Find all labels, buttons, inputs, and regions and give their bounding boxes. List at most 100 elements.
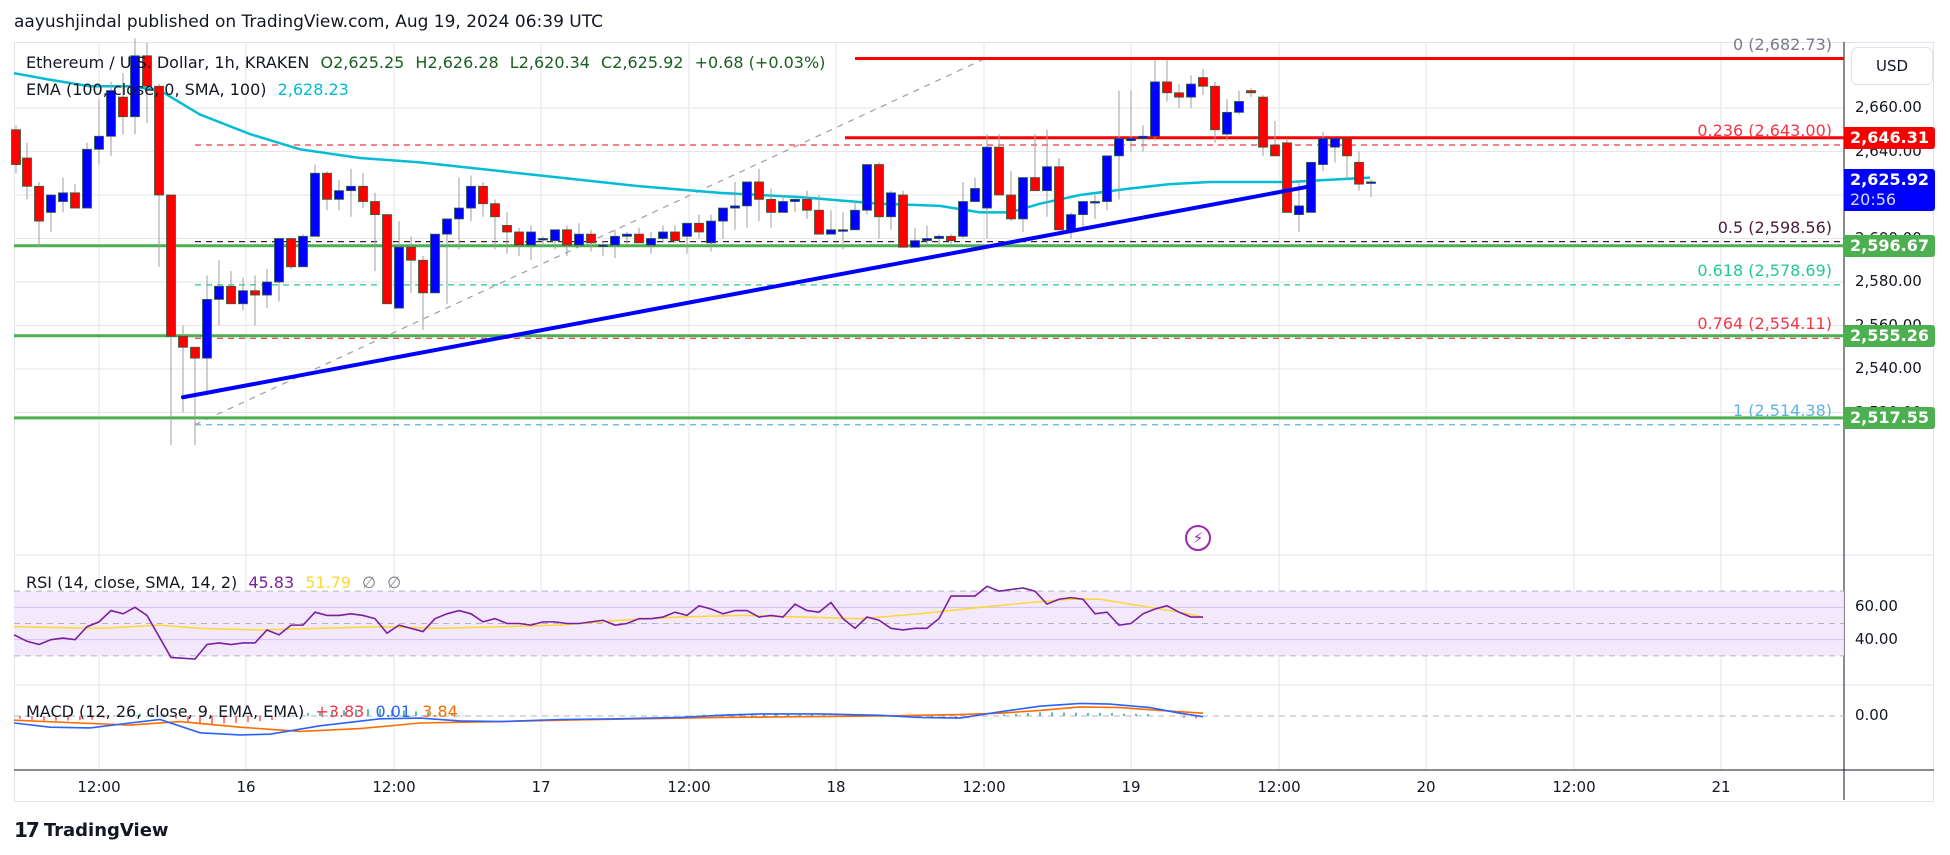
fib-level-label: 0.236 (2,643.00) bbox=[1697, 120, 1832, 140]
candle-up bbox=[1330, 138, 1340, 148]
candle-up bbox=[838, 229, 848, 232]
macd-value: 0.01 bbox=[375, 702, 412, 721]
candle-down bbox=[1342, 138, 1352, 157]
candle-down bbox=[994, 146, 1004, 196]
candle-up bbox=[238, 290, 248, 305]
candle-up bbox=[1126, 138, 1136, 142]
candle-up bbox=[934, 235, 944, 239]
candle-up bbox=[1090, 201, 1100, 204]
time-axis-label: 16 bbox=[236, 778, 256, 796]
fib-level-label: 0.764 (2,554.11) bbox=[1697, 314, 1832, 334]
time-axis-label: 12:00 bbox=[667, 778, 711, 796]
candle-down bbox=[1354, 161, 1364, 185]
candle-down bbox=[1246, 90, 1256, 94]
candle-up bbox=[646, 238, 656, 246]
ohlc-open: O2,625.25 bbox=[320, 53, 405, 72]
candle-up bbox=[1366, 181, 1376, 184]
candle-down bbox=[874, 164, 884, 218]
ema-label[interactable]: EMA (100, close, 0, SMA, 100) bbox=[26, 80, 267, 99]
currency-button[interactable]: USD bbox=[1851, 47, 1933, 85]
candle-up bbox=[622, 233, 632, 237]
fib-level-label: 0 (2,682.73) bbox=[1733, 34, 1832, 54]
fib-level-label: 1 (2,514.38) bbox=[1733, 400, 1832, 420]
rsi-na-1: ∅ bbox=[362, 573, 377, 592]
symbol-legend: Ethereum / U.S. Dollar, 1h, KRAKEN O2,62… bbox=[26, 53, 831, 72]
candle-down bbox=[166, 194, 176, 337]
price-tag: 2,625.92 20:56 bbox=[1844, 169, 1935, 212]
candle-down bbox=[1210, 85, 1220, 131]
ohlc-high: H2,626.28 bbox=[415, 53, 499, 72]
macd-label[interactable]: MACD (12, 26, close, 9, EMA, EMA) bbox=[26, 702, 305, 721]
candle-up bbox=[970, 188, 980, 202]
bar-countdown: 20:56 bbox=[1850, 190, 1897, 210]
lightning-alert-icon[interactable]: ⚡ bbox=[1185, 525, 1211, 551]
candle-up bbox=[778, 201, 788, 213]
time-axis-label: 20 bbox=[1416, 778, 1436, 796]
time-axis-label: 18 bbox=[826, 778, 846, 796]
candle-up bbox=[1102, 155, 1112, 202]
macd-legend: MACD (12, 26, close, 9, EMA, EMA) +3.83 … bbox=[26, 702, 464, 721]
symbol-name[interactable]: Ethereum / U.S. Dollar, 1h, KRAKEN bbox=[26, 53, 310, 72]
candle-up bbox=[298, 235, 308, 268]
candle-down bbox=[1030, 177, 1040, 192]
candle-down bbox=[766, 198, 776, 213]
price-change: +0.68 (+0.03%) bbox=[694, 53, 826, 72]
candle-up bbox=[958, 201, 968, 237]
candle-down bbox=[694, 222, 704, 233]
candle-down bbox=[1198, 77, 1208, 87]
ascending-trendline bbox=[181, 184, 1312, 400]
candle-down bbox=[286, 238, 296, 268]
candle-down bbox=[250, 290, 260, 296]
candle-up bbox=[274, 238, 284, 283]
rsi-line bbox=[13, 585, 1203, 660]
candle-down bbox=[1162, 81, 1172, 94]
candle-down bbox=[514, 231, 524, 246]
candle-up bbox=[202, 298, 212, 359]
candle-down bbox=[322, 172, 332, 200]
candle-down bbox=[562, 229, 572, 246]
time-axis-label: 21 bbox=[1711, 778, 1731, 796]
candle-up bbox=[466, 185, 476, 209]
time-axis-label: 12:00 bbox=[1257, 778, 1301, 796]
tradingview-logo[interactable]: 17 TradingView bbox=[14, 818, 169, 842]
price-axis-label: 2,660.00 bbox=[1855, 98, 1922, 116]
price-tag: 2,596.67 bbox=[1844, 234, 1935, 257]
candle-up bbox=[94, 135, 104, 150]
candle-up bbox=[538, 238, 548, 241]
candle-down bbox=[358, 185, 368, 202]
ohlc-low: L2,620.34 bbox=[509, 53, 590, 72]
candle-up bbox=[106, 90, 116, 137]
candle-up bbox=[1222, 111, 1232, 135]
ema-legend: EMA (100, close, 0, SMA, 100) 2,628.23 bbox=[26, 80, 355, 99]
rsi-label[interactable]: RSI (14, close, SMA, 14, 2) bbox=[26, 573, 238, 592]
candle-down bbox=[1006, 194, 1016, 220]
candle-up bbox=[526, 231, 536, 246]
rsi-value: 45.83 bbox=[248, 573, 295, 592]
candle-down bbox=[370, 201, 380, 215]
candle-up bbox=[442, 218, 452, 235]
candle-up bbox=[334, 190, 344, 200]
candle-down bbox=[802, 198, 812, 211]
macd-axis-label: 0.00 bbox=[1855, 706, 1889, 724]
candle-down bbox=[142, 55, 152, 87]
candle-down bbox=[118, 96, 128, 118]
candle-down bbox=[418, 259, 428, 294]
candle-down bbox=[1174, 92, 1184, 98]
candle-up bbox=[394, 246, 404, 309]
candle-up bbox=[310, 172, 320, 237]
candle-up bbox=[682, 222, 692, 237]
candle-up bbox=[982, 146, 992, 209]
last-price-value: 2,625.92 bbox=[1850, 170, 1929, 190]
candle-down bbox=[178, 335, 188, 348]
candle-up bbox=[1186, 83, 1196, 98]
candle-down bbox=[1054, 166, 1064, 231]
time-axis-label: 12:00 bbox=[77, 778, 121, 796]
price-tag: 2,646.31 bbox=[1844, 126, 1935, 149]
candle-up bbox=[658, 231, 668, 239]
rsi-axis-label: 60.00 bbox=[1855, 597, 1898, 616]
brand-name: TradingView bbox=[43, 819, 169, 841]
time-axis-label: 19 bbox=[1121, 778, 1141, 796]
time-axis-label: 12:00 bbox=[962, 778, 1006, 796]
candle-up bbox=[886, 192, 896, 218]
